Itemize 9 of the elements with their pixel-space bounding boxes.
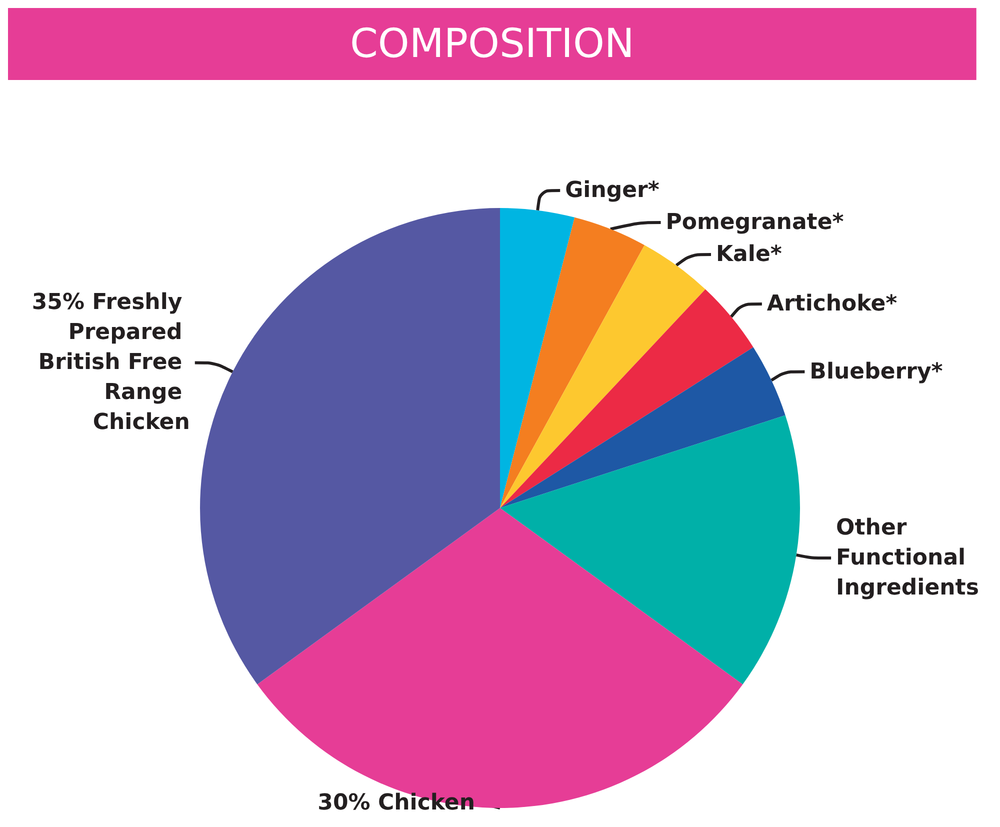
slice-label: Kale* <box>716 242 782 268</box>
slice-label: Pomegranate* <box>666 210 844 236</box>
chart-title: COMPOSITION <box>350 21 634 67</box>
slice-label: Blueberry* <box>810 359 944 384</box>
slice-label: Artichoke* <box>766 292 898 317</box>
slice-label: Other Functional Ingredients <box>836 516 979 601</box>
slice-label: Ginger* <box>565 178 660 204</box>
slice-label: 35% Freshly Prepared British Free Range Chicken <box>32 290 190 436</box>
slice-label: 30% Chicken <box>318 790 475 816</box>
